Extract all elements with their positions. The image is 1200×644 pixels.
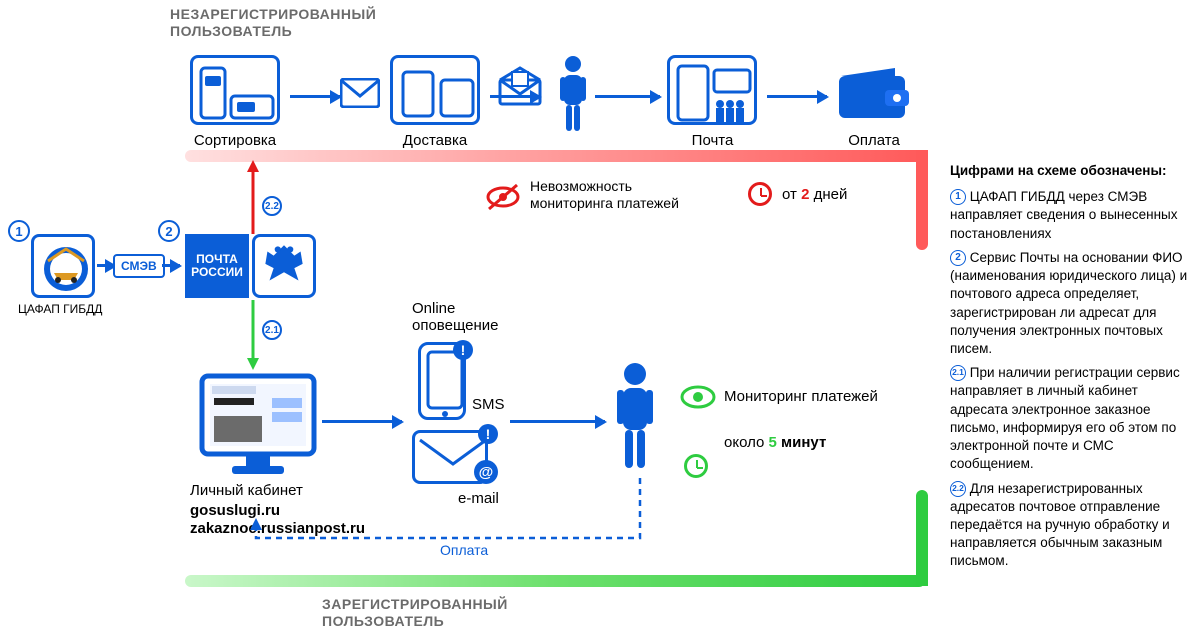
post-icon [667, 55, 757, 125]
legend-num-2: 2 [950, 250, 966, 266]
approx-suffix: минут [777, 434, 826, 451]
arrow-person-post [595, 95, 660, 98]
days-text: от 2 дней [782, 186, 847, 203]
badge-2: 2 [158, 220, 180, 242]
arrow-smev-pochta [162, 264, 180, 267]
email-alert-icon: ! [478, 424, 498, 444]
approx-prefix: около [724, 434, 769, 451]
no-monitor-l1: Невозможность [530, 178, 632, 194]
delivery-icon [390, 55, 480, 125]
online-l2: оповещение [412, 317, 498, 334]
eye-slash-icon [485, 182, 521, 217]
phone-alert-icon: ! [453, 340, 473, 360]
online-l1: Online [412, 300, 455, 317]
pochta-l2: РОССИИ [191, 266, 243, 279]
monitor-text: Мониторинг платежей [724, 388, 878, 405]
sort-icon [190, 55, 280, 125]
monitor-icon [198, 372, 318, 481]
legend-text-2: Сервис Почты на основании ФИО (наименова… [950, 250, 1187, 356]
track-top-vert [916, 150, 928, 250]
badge-21: 2.1 [262, 320, 282, 340]
no-monitor-l2: мониторинга платежей [530, 195, 679, 211]
days-prefix: от [782, 186, 801, 203]
heading-bottom-l1: ЗАРЕГИСТРИРОВАННЫЙ [322, 596, 508, 612]
legend-item-2: 2 Сервис Почты на основании ФИО (наимено… [950, 249, 1190, 358]
gibdd-emblem [31, 234, 95, 298]
arrow-down-green [245, 300, 261, 375]
pochta-logo: ПОЧТА РОССИИ [185, 234, 249, 298]
legend-text-22: Для незарегистрированных адресатов почто… [950, 481, 1170, 569]
no-monitor-text: Невозможность мониторинга платежей [530, 178, 679, 212]
days-suffix: дней [809, 186, 847, 203]
legend-title: Цифрами на схеме обозначены: [950, 162, 1190, 180]
smev-box: СМЭВ [113, 254, 165, 278]
legend-text-21: При наличии регистрации сервис направляе… [950, 365, 1180, 471]
arrow-up-red [245, 160, 261, 239]
heading-top-l1: НЕЗАРЕГИСТРИРОВАННЫЙ [170, 6, 376, 22]
online-heading: Online оповещение [412, 300, 498, 335]
legend-item-1: 1 ЦАФАП ГИБДД через СМЭВ направляет свед… [950, 188, 1190, 243]
sms-label: SMS [472, 396, 505, 413]
eye-open-icon [680, 384, 716, 415]
arrow-post-wallet [767, 95, 827, 98]
envelope-small-icon [340, 78, 380, 113]
approx-text: около 5 минут [724, 434, 826, 451]
track-bot-vert [916, 490, 928, 586]
legend-item-21: 2.1 При наличии регистрации сервис напра… [950, 364, 1190, 473]
heading-top: НЕЗАРЕГИСТРИРОВАННЫЙ ПОЛЬЗОВАТЕЛЬ [170, 6, 376, 40]
wallet-icon [835, 62, 913, 129]
clock-green-icon [684, 454, 708, 478]
legend-num-22: 2.2 [950, 481, 966, 497]
post-label: Почта [665, 132, 760, 149]
heading-top-l2: ПОЛЬЗОВАТЕЛЬ [170, 23, 292, 39]
approx-num: 5 [769, 434, 777, 451]
track-bot [185, 575, 925, 587]
person-bottom-icon [615, 362, 655, 477]
legend-text-1: ЦАФАП ГИБДД через СМЭВ направляет сведен… [950, 189, 1177, 240]
legend-num-21: 2.1 [950, 365, 966, 381]
legend: Цифрами на схеме обозначены: 1 ЦАФАП ГИБ… [950, 162, 1190, 571]
track-top [185, 150, 925, 162]
legend-num-1: 1 [950, 189, 966, 205]
arrow-online-person [510, 420, 605, 423]
clock-red-icon [748, 182, 772, 206]
open-envelope-icon [498, 66, 542, 111]
sort-label: Сортировка [180, 132, 290, 149]
badge-22: 2.2 [262, 196, 282, 216]
badge-1: 1 [8, 220, 30, 242]
legend-item-22: 2.2 Для незарегистрированных адресатов п… [950, 480, 1190, 571]
smev-label: СМЭВ [121, 259, 157, 273]
person-top-icon [558, 55, 588, 138]
arrow-monitor-online [322, 420, 402, 423]
delivery-label: Доставка [385, 132, 485, 149]
pay-top-label: Оплата [832, 132, 916, 149]
heading-bottom: ЗАРЕГИСТРИРОВАННЫЙ ПОЛЬЗОВАТЕЛЬ [322, 596, 508, 630]
pay-bottom-label: Оплата [440, 542, 488, 558]
gibdd-label: ЦАФАП ГИБДД [18, 302, 102, 316]
eagle-emblem [252, 234, 316, 298]
arrow-sort-envelope [290, 95, 340, 98]
heading-bottom-l2: ПОЛЬЗОВАТЕЛЬ [322, 613, 444, 629]
